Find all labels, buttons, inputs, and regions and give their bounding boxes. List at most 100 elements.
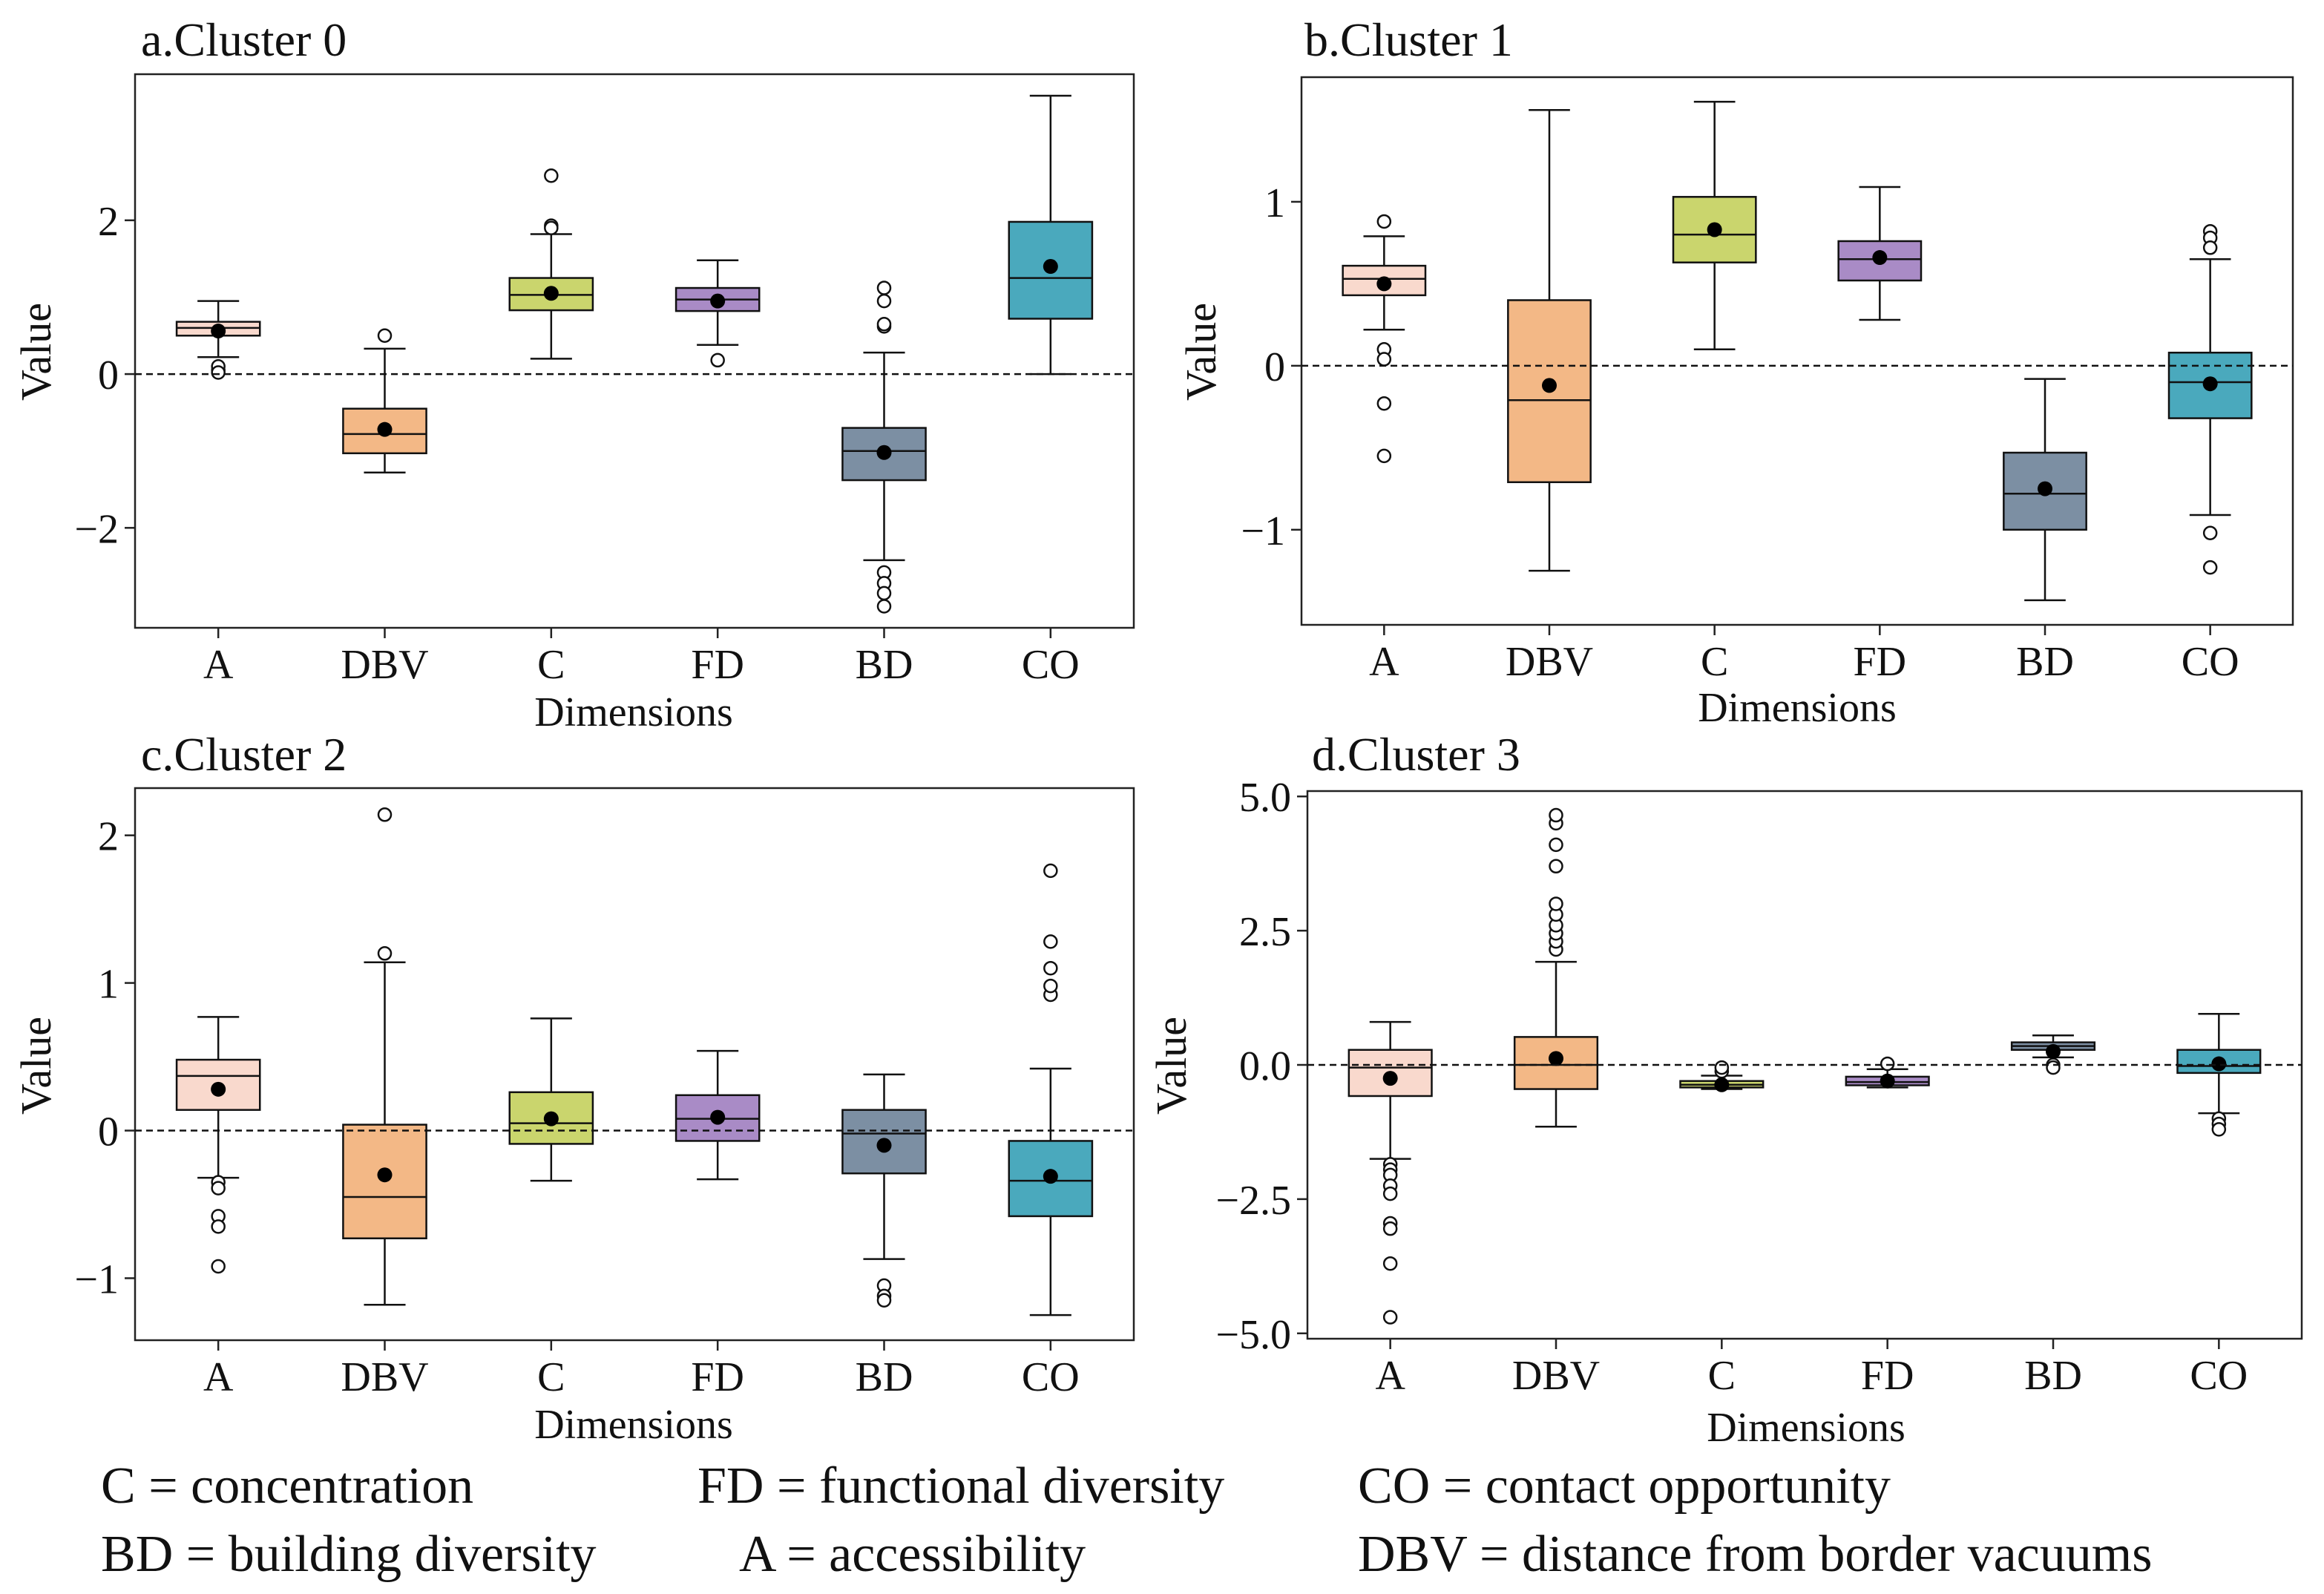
outlier-point [1043,863,1058,879]
y-tick-label: 2.5 [1239,909,1291,955]
x-tick-label: FD [1854,639,1907,685]
x-tick-label: DBV [1512,1353,1600,1399]
plot-frame [134,787,1135,1342]
outlier-point [544,220,559,235]
y-tick-label: −1 [1241,508,1285,554]
iqr-box [1672,196,1757,263]
box-bd [841,281,927,614]
outlier-point [1376,448,1392,464]
y-tick-label: −2 [74,506,119,552]
y-axis-label: Value [12,303,60,401]
outlier-point [1043,934,1058,949]
y-axis-label: Value [1147,1017,1195,1115]
outlier-point [876,1293,892,1308]
mean-point [2046,1043,2061,1059]
box-fd [1837,186,1923,321]
x-tick-label: DBV [341,1354,428,1400]
panel-cluster-0: a.Cluster 0 Value Dimensions −2 0 2 A DBV C FD… [12,13,1135,735]
mean-point [876,1138,892,1153]
mean-point [1707,222,1722,237]
outlier-point [876,293,892,309]
outlier-point [876,281,892,295]
y-tick-label: 0 [98,1109,119,1155]
y-axis-label: Value [1177,303,1225,401]
x-tick-label: CO [2190,1353,2248,1399]
x-tick-label: A [1369,639,1399,685]
plot-area: −2 0 2 A DBV C FD BD CO [74,73,1135,688]
panel-title: a.Cluster 0 [141,13,347,66]
outlier-point [1043,978,1058,994]
x-tick-label: BD [856,642,913,688]
legend-distance-from-border-vacuums: DBV = distance from border vacuums [1358,1526,2153,1583]
outlier-point [377,946,393,961]
mean-point [710,293,726,309]
mean-point [1880,1073,1895,1089]
box-a [175,1016,261,1274]
iqr-box [1837,240,1923,282]
mean-point [543,286,559,301]
box-co [2176,1013,2262,1137]
x-tick-label: FD [1861,1353,1914,1399]
mean-point [211,1081,226,1097]
mean-point [377,1167,393,1183]
x-tick-label: CO [1022,1354,1080,1400]
outlier-point [2202,560,2218,575]
x-tick-label: FD [691,642,744,688]
outlier-point [2211,1122,2227,1137]
outlier-point [544,168,559,183]
y-tick-label: 0 [1264,344,1285,390]
outlier-point [2046,1060,2061,1075]
outlier-point [211,1181,226,1196]
plot-area: −5.0 −2.5 0.0 2.5 5.0 A DBV C FD BD CO [1215,775,2303,1399]
legend-building-diversity: BD = building diversity [101,1526,597,1583]
panel-title: c.Cluster 2 [141,728,347,781]
outlier-point [1880,1056,1895,1072]
box-bd [2010,1034,2096,1075]
box-dbv [1507,108,1592,572]
panel-title: b.Cluster 1 [1304,13,1513,66]
panel-cluster-3: d.Cluster 3 Value Dimensions −5.0 −2.5 0.0… [1147,728,2303,1451]
outlier-point [2202,240,2218,255]
outlier-point [876,586,892,601]
legend-concentration: C = concentration [101,1457,474,1515]
x-axis-label: Dimensions [534,1402,733,1448]
mean-point [2038,481,2052,496]
box-a [1348,1020,1433,1325]
mean-point [1542,378,1557,393]
mean-point [211,324,226,339]
panel-cluster-1: b.Cluster 1 Value Dimensions −1 0 1 A DBV C FD… [1177,13,2294,731]
x-tick-label: BD [856,1354,913,1400]
x-tick-label: C [537,1354,565,1400]
mean-point [1872,250,1888,266]
outlier-point [1549,837,1563,853]
x-axis-label: Dimensions [1707,1405,1906,1451]
box-c [1679,1060,1765,1092]
y-tick-label: 2 [98,199,119,245]
outlier-point [710,352,725,368]
box-c [1672,100,1757,351]
mean-point [377,422,393,437]
outlier-point [1382,1221,1398,1236]
outlier-point [1382,1310,1398,1325]
legend-accessibility: A = accessibility [739,1526,1086,1583]
outlier-point [211,365,226,380]
outlier-point [211,1219,226,1234]
box-dbv [342,807,427,1306]
box-fd [674,1049,761,1181]
x-tick-label: C [537,642,565,688]
plot-frame [134,73,1135,629]
mean-point [1043,259,1058,275]
outlier-point [377,807,393,822]
mean-point [1714,1077,1730,1092]
x-tick-label: A [203,1354,234,1400]
box-c [508,1017,594,1182]
plot-area: −1 0 1 A DBV C FD BD CO [1241,76,2294,685]
box-dbv [342,328,427,473]
outlier-point [1714,1060,1730,1075]
mean-point [2202,376,2218,392]
outlier-point [2202,525,2218,541]
x-tick-label: DBV [341,642,428,688]
outlier-point [1376,396,1392,411]
outlier-point [1549,807,1563,823]
